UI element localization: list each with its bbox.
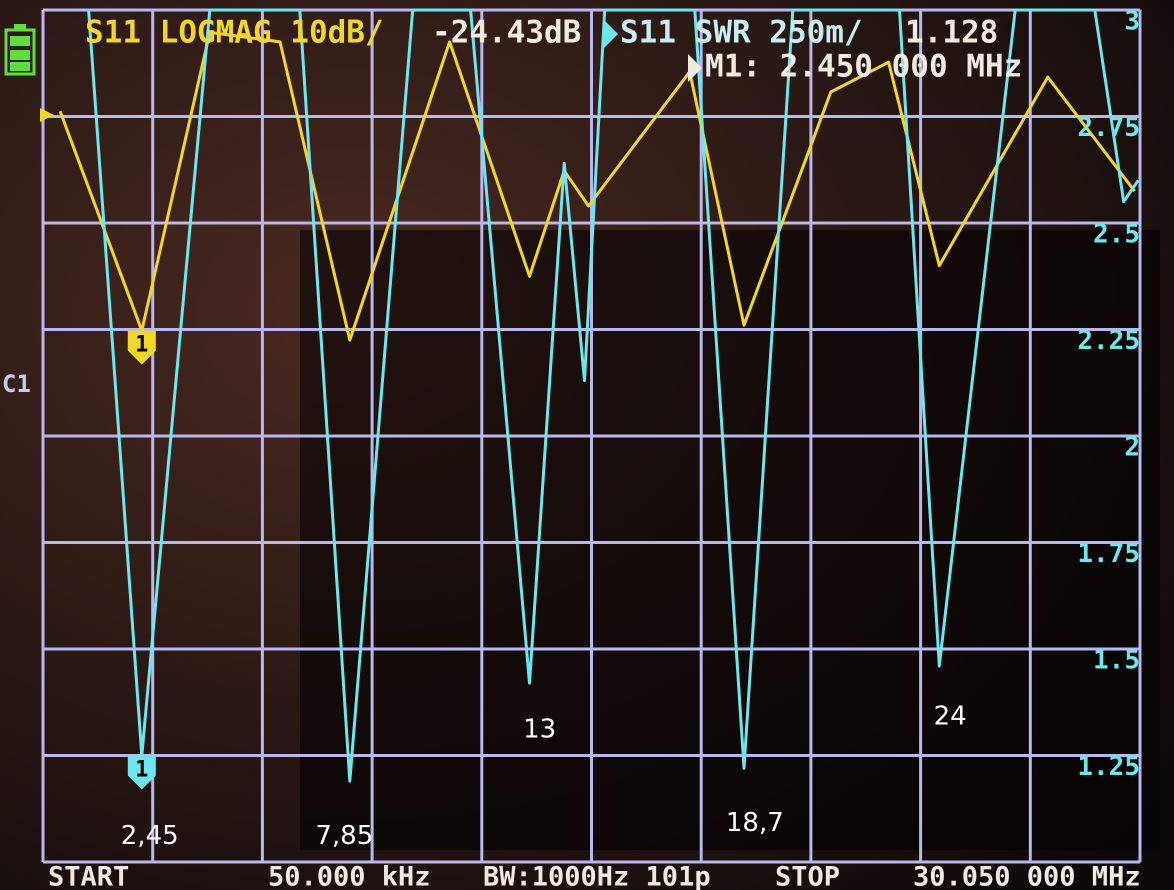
start-value: 50.000 kHz xyxy=(268,862,431,890)
stop-value: 30.050 000 MHz xyxy=(913,862,1141,890)
y2-tick-label: 2.5 xyxy=(1093,220,1140,250)
annotation: 2,45 xyxy=(121,821,179,851)
trace xyxy=(58,30,1136,342)
traces xyxy=(58,8,1140,783)
marker-label: 1 xyxy=(135,758,148,783)
y2-tick-label: 2.25 xyxy=(1077,326,1140,356)
annotation: 13 xyxy=(523,714,556,744)
stop-label: STOP xyxy=(775,862,840,890)
marker-readout: M1: 2.450 000 MHz xyxy=(705,49,1022,85)
marker-label: 1 xyxy=(135,333,148,358)
battery-icon xyxy=(4,24,36,76)
y2-tick-label: 1.5 xyxy=(1093,646,1140,676)
trace2-value: 1.128 xyxy=(905,15,998,51)
y2-tick-label: 1.25 xyxy=(1077,752,1140,782)
bandwidth: BW:1000Hz 101p xyxy=(483,862,711,890)
trace1-label: S11 LOGMAG 10dB/ xyxy=(85,15,384,51)
trace2-label: S11 SWR 250m/ xyxy=(620,15,863,51)
y2-tick-label: 3 xyxy=(1124,7,1140,37)
reference-arrow xyxy=(40,108,54,122)
annotation: 18,7 xyxy=(726,808,784,838)
marker xyxy=(127,755,156,790)
trace1-value: -24.43dB xyxy=(432,15,581,51)
trace2-arrow xyxy=(604,20,618,48)
y2-tick-label: 1.75 xyxy=(1077,539,1140,569)
annotation: 24 xyxy=(934,702,967,732)
y2-tick-label: 2.75 xyxy=(1077,113,1140,143)
annotation: 7,85 xyxy=(315,821,373,851)
marker-arrow xyxy=(688,54,702,82)
side-label: C1 xyxy=(2,370,31,398)
trace xyxy=(87,8,1140,783)
y2-tick-label: 2 xyxy=(1124,433,1140,463)
start-label: START xyxy=(48,862,129,890)
marker xyxy=(127,330,156,365)
